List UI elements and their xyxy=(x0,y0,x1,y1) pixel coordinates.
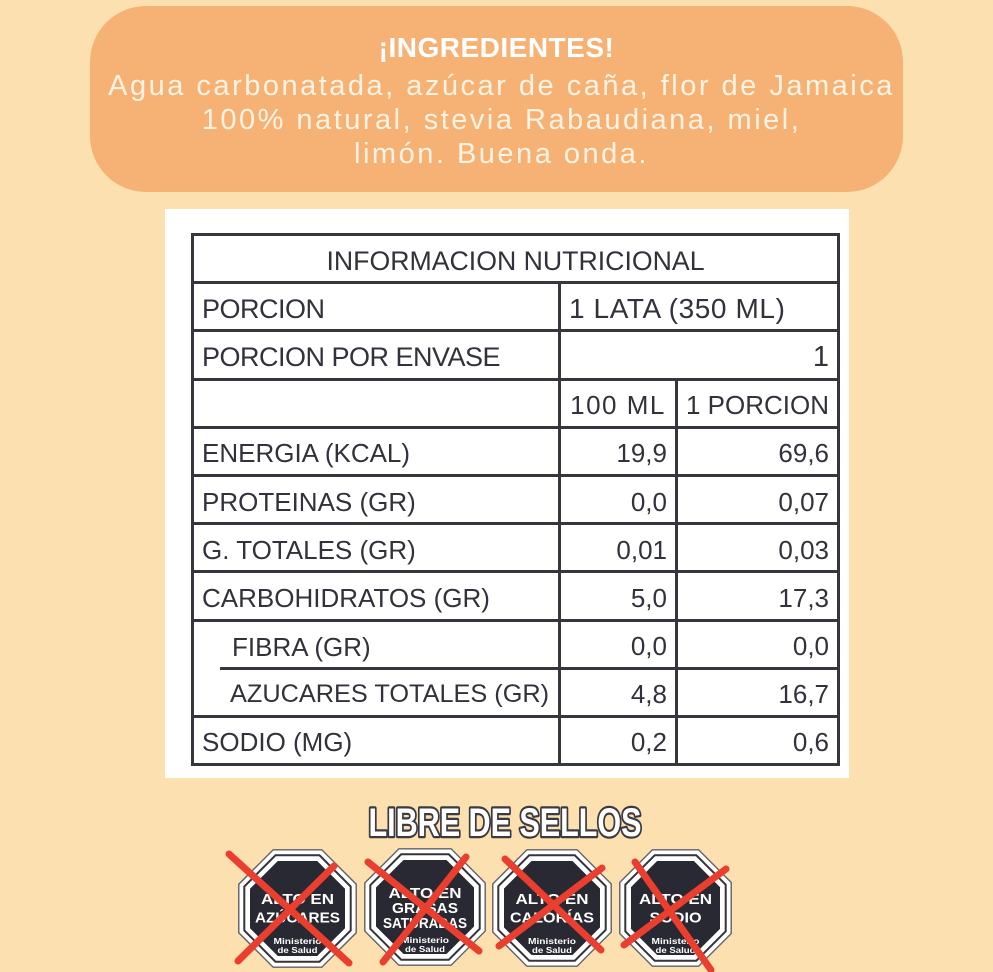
svg-text:Ministerio: Ministerio xyxy=(528,936,576,946)
svg-text:LIBRE DE SELLOS: LIBRE DE SELLOS xyxy=(369,801,642,844)
svg-text:de Salud: de Salud xyxy=(278,945,318,955)
svg-text:de Salud: de Salud xyxy=(405,944,445,954)
svg-text:Ministerio: Ministerio xyxy=(652,936,700,946)
svg-text:de Salud: de Salud xyxy=(656,945,696,955)
svg-text:Ministerio: Ministerio xyxy=(401,935,449,945)
svg-text:de Salud: de Salud xyxy=(532,945,572,955)
svg-text:Ministerio: Ministerio xyxy=(274,936,322,946)
